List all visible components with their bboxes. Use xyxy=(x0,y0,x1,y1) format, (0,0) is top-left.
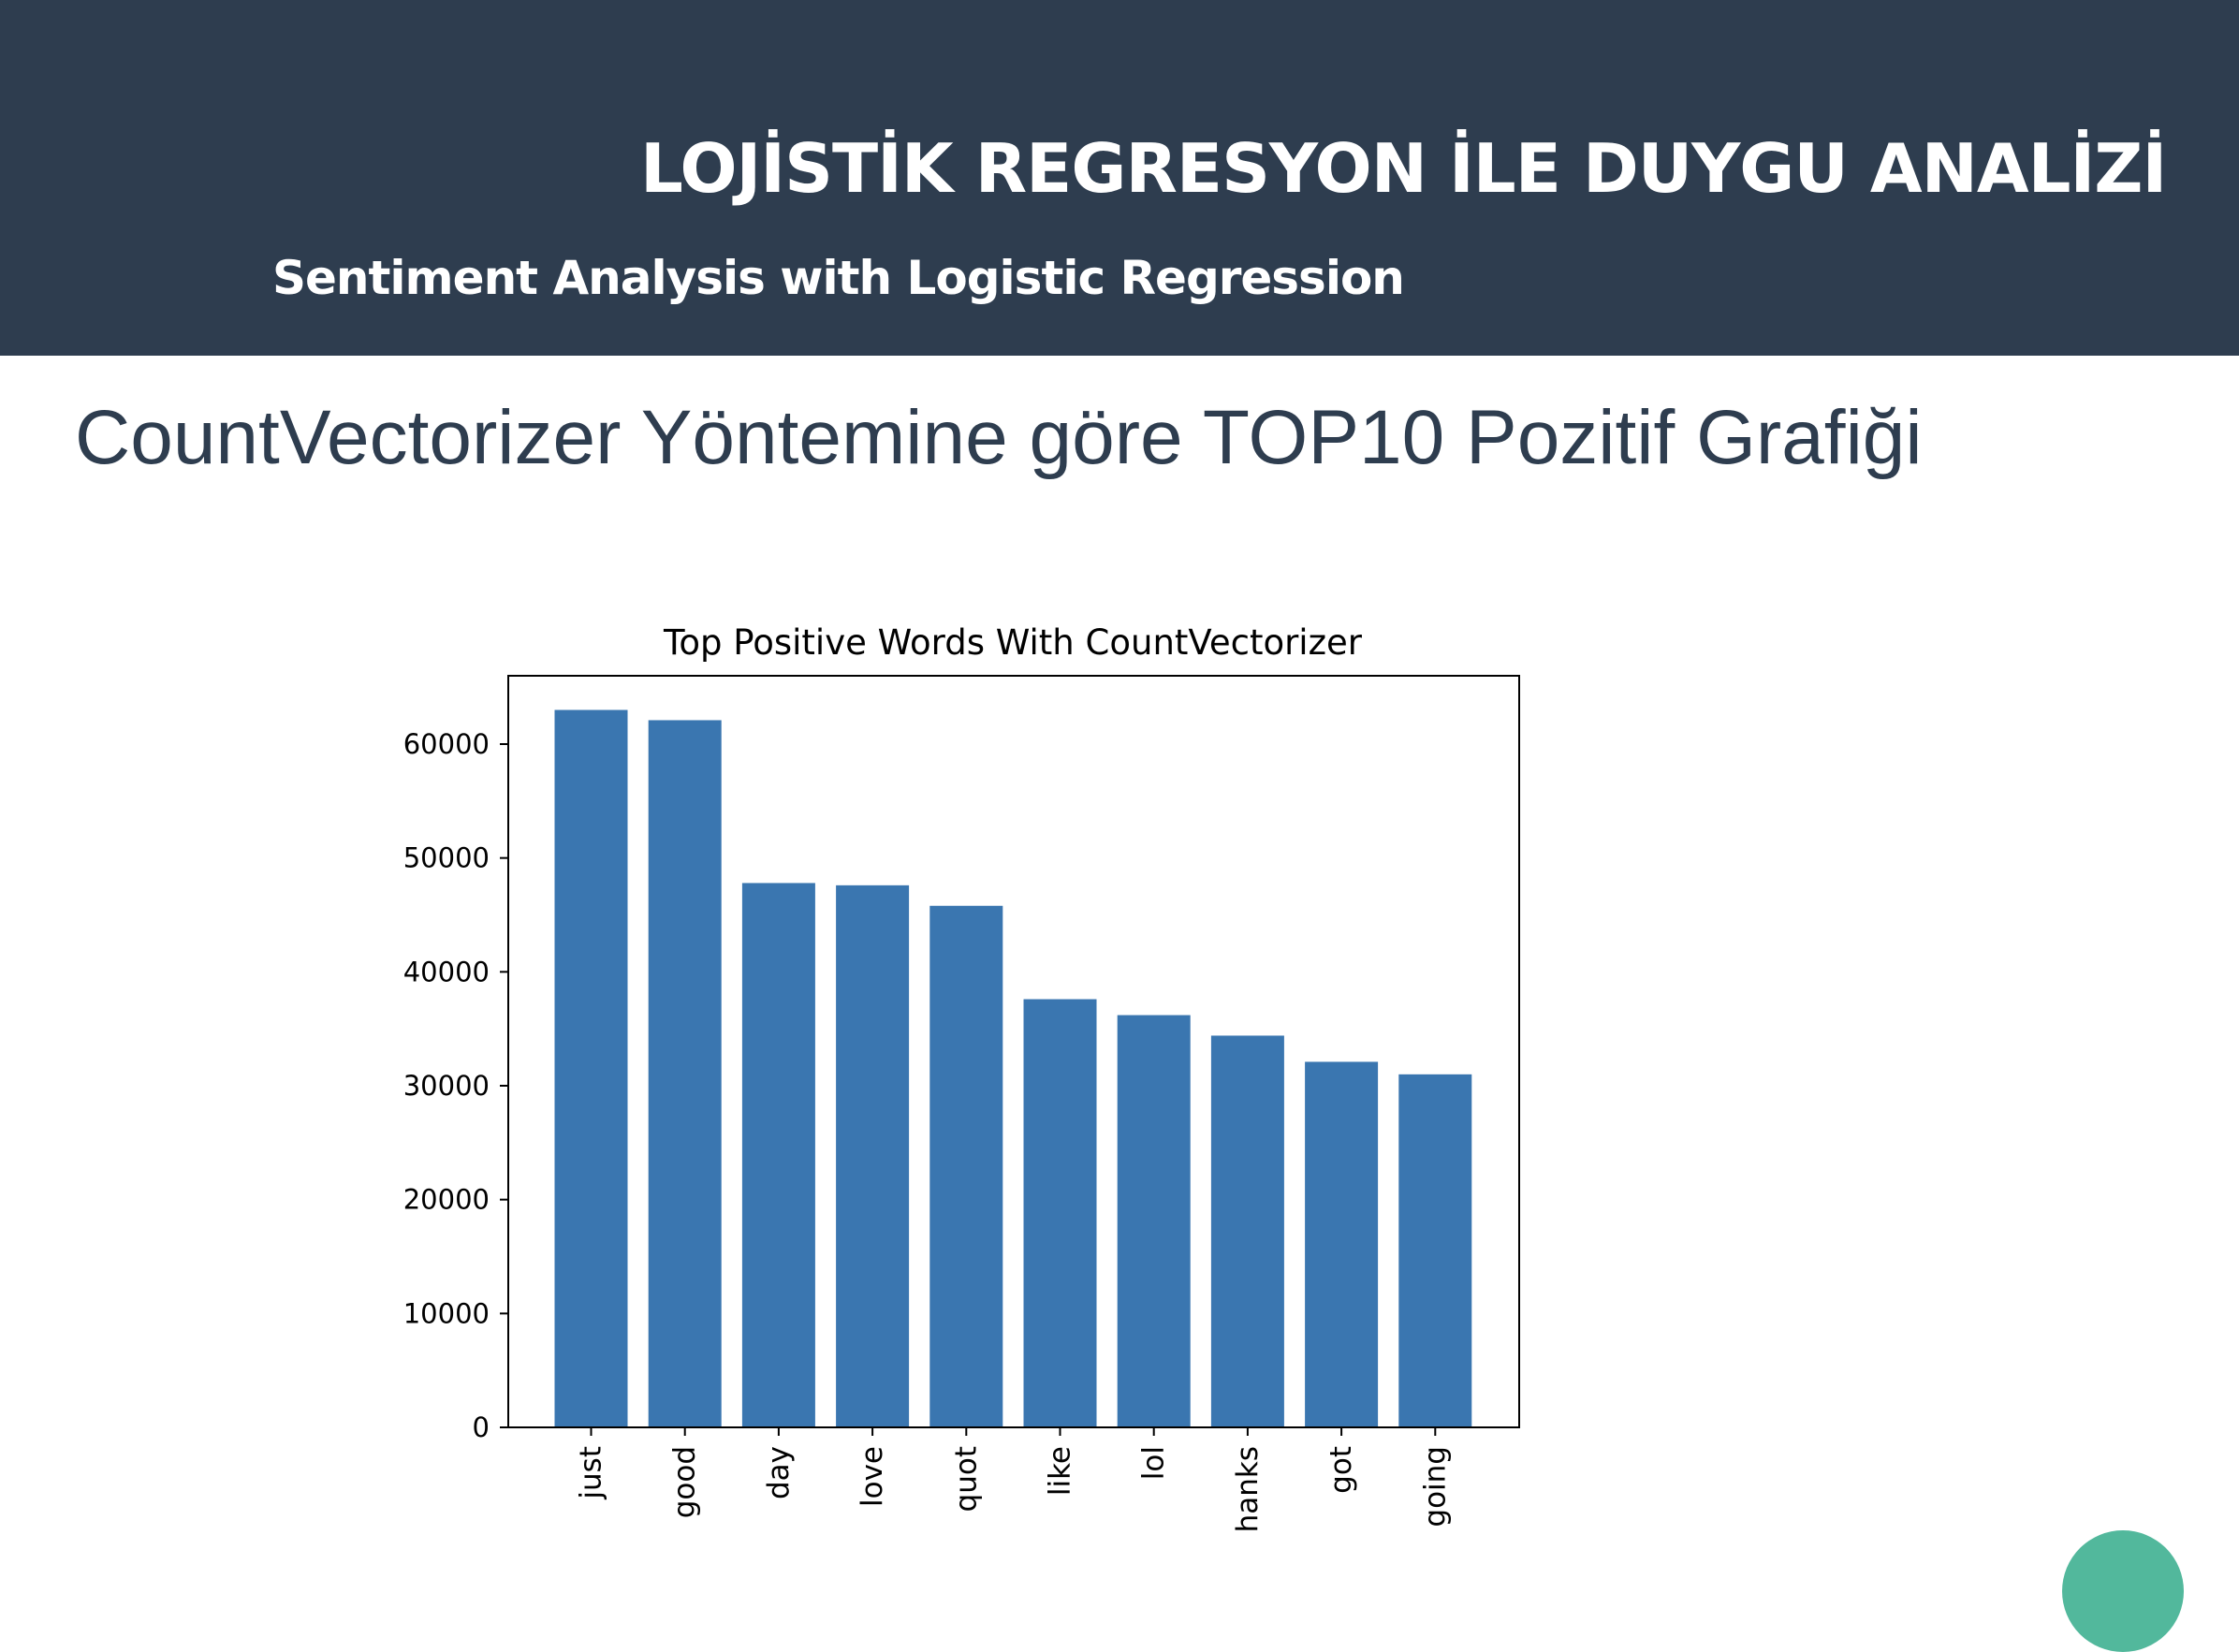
bar-got xyxy=(1305,1061,1379,1427)
chart-title: Top Positive Words With CountVectorizer xyxy=(663,622,1363,663)
y-tick-label: 0 xyxy=(473,1411,490,1443)
x-axis: just good day love quot like lol hanks got going xyxy=(575,1427,1452,1532)
y-tick-label: 40000 xyxy=(403,956,490,987)
y-tick-label: 60000 xyxy=(403,728,490,760)
bar-lol xyxy=(1117,1015,1191,1427)
header-banner: LOJİSTİK REGRESYON İLE DUYGU ANALİZİ Sen… xyxy=(0,0,2239,356)
bar-quot xyxy=(929,905,1003,1427)
y-tick-label: 30000 xyxy=(403,1070,490,1102)
x-tick-label: day xyxy=(762,1446,796,1499)
y-tick-label: 10000 xyxy=(403,1297,490,1329)
bar-like xyxy=(1023,999,1097,1427)
x-tick-label: like xyxy=(1044,1446,1077,1496)
y-tick-label: 20000 xyxy=(403,1184,490,1216)
y-tick-label: 50000 xyxy=(403,842,490,874)
bar-hanks xyxy=(1210,1035,1284,1427)
plot-frame xyxy=(507,675,1520,1428)
section-heading: CountVectorizer Yöntemine göre TOP10 Poz… xyxy=(75,395,1923,480)
accent-circle xyxy=(2062,1530,2184,1652)
x-tick-label: love xyxy=(856,1446,889,1507)
bar-good xyxy=(648,720,722,1427)
x-tick-label: hanks xyxy=(1231,1446,1265,1532)
x-tick-label: lol xyxy=(1137,1446,1171,1480)
x-tick-label: good xyxy=(668,1446,702,1518)
bar-day xyxy=(741,883,815,1427)
page-title: LOJİSTİK REGRESYON İLE DUYGU ANALİZİ xyxy=(640,129,2167,208)
y-axis: 0 10000 20000 30000 40000 50000 60000 xyxy=(403,728,508,1443)
x-tick-label: going xyxy=(1418,1446,1452,1528)
bar-just xyxy=(554,709,628,1427)
bar-going xyxy=(1398,1074,1472,1427)
bar-love xyxy=(836,884,910,1427)
x-tick-label: got xyxy=(1324,1446,1358,1494)
x-tick-label: just xyxy=(575,1446,608,1500)
bar-chart: Top Positive Words With CountVectorizer … xyxy=(403,622,1520,1532)
bars-group xyxy=(554,709,1472,1427)
x-tick-label: quot xyxy=(949,1446,983,1512)
page-subtitle: Sentiment Analysis with Logistic Regress… xyxy=(272,251,1405,305)
